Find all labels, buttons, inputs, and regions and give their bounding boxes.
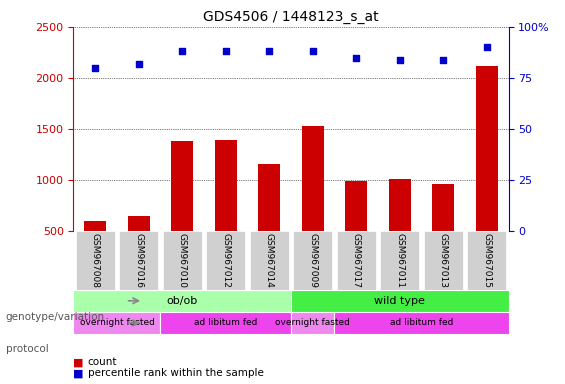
FancyBboxPatch shape: [293, 231, 332, 290]
Bar: [476, 66, 498, 282]
Bar: [215, 140, 237, 282]
Text: ■: ■: [73, 368, 84, 378]
Point: [134, 61, 144, 67]
Text: ad libitum fed: ad libitum fed: [390, 318, 453, 328]
Point: [177, 48, 186, 55]
FancyBboxPatch shape: [337, 231, 376, 290]
Text: genotype/variation: genotype/variation: [6, 312, 105, 322]
FancyBboxPatch shape: [291, 312, 334, 334]
FancyBboxPatch shape: [73, 290, 291, 312]
Text: GSM967008: GSM967008: [91, 233, 99, 288]
FancyBboxPatch shape: [380, 231, 419, 290]
Bar: [171, 141, 193, 282]
FancyBboxPatch shape: [76, 231, 115, 290]
Text: GSM967012: GSM967012: [221, 233, 230, 288]
FancyBboxPatch shape: [73, 312, 160, 334]
Bar: [432, 184, 454, 282]
Point: [438, 56, 447, 63]
Text: GSM967014: GSM967014: [265, 233, 273, 288]
FancyBboxPatch shape: [334, 312, 508, 334]
Bar: [258, 164, 280, 282]
FancyBboxPatch shape: [119, 231, 158, 290]
Bar: [345, 181, 367, 282]
Bar: [84, 221, 106, 282]
Point: [396, 56, 405, 63]
Text: ad libitum fed: ad libitum fed: [194, 318, 258, 328]
Text: percentile rank within the sample: percentile rank within the sample: [88, 368, 263, 378]
Point: [308, 48, 318, 55]
Bar: [128, 216, 150, 282]
Text: GSM967015: GSM967015: [483, 233, 491, 288]
Text: GSM967009: GSM967009: [308, 233, 317, 288]
Title: GDS4506 / 1448123_s_at: GDS4506 / 1448123_s_at: [203, 10, 379, 25]
FancyBboxPatch shape: [467, 231, 506, 290]
Text: overnight fasted: overnight fasted: [275, 318, 350, 328]
Point: [264, 48, 274, 55]
Text: wild type: wild type: [374, 296, 425, 306]
Text: GSM967011: GSM967011: [396, 233, 404, 288]
FancyBboxPatch shape: [160, 312, 291, 334]
FancyBboxPatch shape: [163, 231, 202, 290]
Text: protocol: protocol: [6, 344, 49, 354]
Text: ■: ■: [73, 358, 84, 367]
Point: [221, 48, 231, 55]
FancyBboxPatch shape: [250, 231, 289, 290]
Point: [351, 55, 361, 61]
Point: [90, 65, 100, 71]
Text: GSM967017: GSM967017: [352, 233, 360, 288]
Point: [483, 44, 492, 50]
FancyBboxPatch shape: [206, 231, 245, 290]
Bar: [389, 179, 411, 282]
Text: GSM967013: GSM967013: [439, 233, 447, 288]
Text: GSM967016: GSM967016: [134, 233, 143, 288]
Text: overnight fasted: overnight fasted: [80, 318, 154, 328]
Bar: [302, 126, 324, 282]
Text: ob/ob: ob/ob: [167, 296, 198, 306]
Text: count: count: [88, 358, 117, 367]
FancyBboxPatch shape: [424, 231, 463, 290]
Text: GSM967010: GSM967010: [178, 233, 186, 288]
FancyBboxPatch shape: [291, 290, 508, 312]
